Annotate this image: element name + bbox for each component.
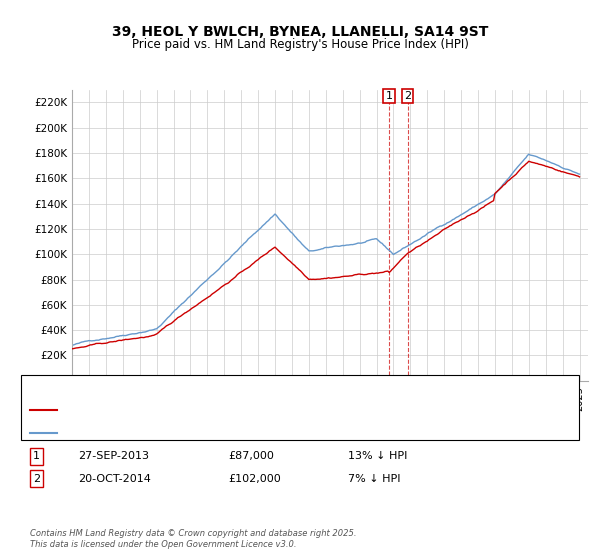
Text: 1: 1 (386, 91, 393, 101)
Text: £87,000: £87,000 (228, 451, 274, 461)
Text: 27-SEP-2013: 27-SEP-2013 (78, 451, 149, 461)
Text: £102,000: £102,000 (228, 474, 281, 484)
Text: 39, HEOL Y BWLCH, BYNEA, LLANELLI, SA14 9ST (semi-detached house): 39, HEOL Y BWLCH, BYNEA, LLANELLI, SA14 … (60, 405, 434, 415)
Text: HPI: Average price, semi-detached house, Carmarthenshire: HPI: Average price, semi-detached house,… (60, 428, 370, 438)
Text: 13% ↓ HPI: 13% ↓ HPI (348, 451, 407, 461)
Text: 39, HEOL Y BWLCH, BYNEA, LLANELLI, SA14 9ST: 39, HEOL Y BWLCH, BYNEA, LLANELLI, SA14 … (112, 25, 488, 39)
Text: Contains HM Land Registry data © Crown copyright and database right 2025.
This d: Contains HM Land Registry data © Crown c… (30, 529, 356, 549)
Text: Price paid vs. HM Land Registry's House Price Index (HPI): Price paid vs. HM Land Registry's House … (131, 38, 469, 51)
Text: 1: 1 (33, 451, 40, 461)
Text: 7% ↓ HPI: 7% ↓ HPI (348, 474, 401, 484)
Text: 20-OCT-2014: 20-OCT-2014 (78, 474, 151, 484)
Text: 2: 2 (33, 474, 40, 484)
Text: 2: 2 (404, 91, 411, 101)
